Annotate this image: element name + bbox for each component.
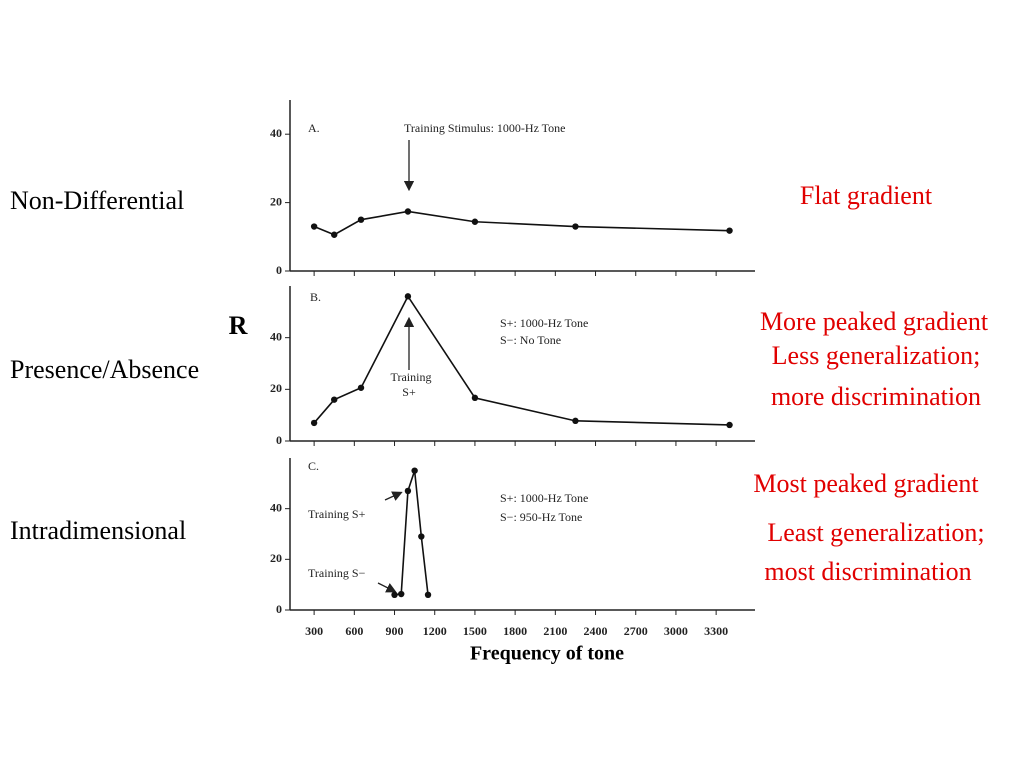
- annotation: C.: [308, 459, 319, 473]
- row-label: Presence/Absence: [10, 355, 199, 384]
- series-line: [394, 470, 429, 596]
- x-tick-label: 2100: [543, 624, 567, 638]
- arrows: [377, 140, 415, 593]
- note: More peaked gradient: [760, 307, 989, 336]
- data-point: [331, 231, 338, 238]
- note: Most peaked gradient: [753, 469, 979, 498]
- annotation: S+: 1000-Hz Tone: [500, 316, 588, 330]
- y-tick-label: 40: [270, 500, 282, 514]
- data-point: [357, 216, 365, 223]
- data-point: [418, 533, 425, 540]
- data-point: [471, 394, 479, 402]
- y-tick-label: 40: [270, 329, 282, 343]
- data-point: [424, 591, 432, 598]
- data-point: [572, 223, 579, 230]
- y-tick-label: 20: [270, 381, 282, 395]
- annotation: S+: 1000-Hz Tone: [500, 491, 588, 505]
- data-point: [310, 223, 318, 230]
- data-point: [310, 419, 318, 427]
- x-tick-label: 1800: [503, 624, 527, 638]
- annotation: Training S+: [308, 507, 366, 521]
- data-point: [331, 396, 338, 403]
- data-point: [404, 293, 412, 300]
- x-tick-label: 600: [345, 624, 363, 638]
- data-point: [398, 590, 405, 598]
- annotation: S−: 950-Hz Tone: [500, 510, 582, 524]
- x-tick-label: 2400: [584, 624, 608, 638]
- data-point: [726, 227, 733, 234]
- note: Flat gradient: [800, 181, 933, 210]
- data-point: [471, 218, 479, 225]
- x-axis-label: Frequency of tone: [470, 643, 624, 665]
- row-label: Intradimensional: [10, 516, 186, 545]
- data-point: [404, 487, 412, 495]
- y-tick-label: 0: [276, 602, 282, 616]
- note: Least generalization;: [767, 518, 984, 547]
- y-tick-label: 40: [270, 126, 282, 140]
- x-tick-label: 2700: [624, 624, 648, 638]
- y-tick-label: 0: [276, 433, 282, 447]
- x-tick-label: 900: [386, 624, 404, 638]
- y-tick-label: 20: [270, 194, 282, 208]
- x-tick-label: 3000: [664, 624, 688, 638]
- note: most discrimination: [764, 557, 971, 586]
- note: Less generalization;: [772, 341, 981, 370]
- y-tick-label: 20: [270, 551, 282, 565]
- data-point: [572, 417, 579, 425]
- arrow: [377, 582, 397, 593]
- x-tick-label: 300: [305, 624, 323, 638]
- data-point: [411, 467, 418, 474]
- series-line: [313, 210, 730, 236]
- y-tick-label: 0: [276, 263, 282, 277]
- data-point: [391, 591, 398, 598]
- annotation: Training: [391, 370, 432, 384]
- data-point: [726, 421, 733, 429]
- annotation: S+: [402, 385, 416, 399]
- y-axis-label: R: [229, 311, 248, 340]
- annotation: S−: No Tone: [500, 333, 561, 347]
- note: more discrimination: [771, 382, 981, 411]
- annotation: Training Stimulus: 1000-Hz Tone: [404, 121, 566, 135]
- row-label: Non-Differential: [10, 186, 184, 215]
- annotation: A.: [308, 121, 320, 135]
- x-tick-label: 1200: [423, 624, 447, 638]
- data-point: [357, 384, 365, 391]
- x-tick-label: 1500: [463, 624, 487, 638]
- data-point: [404, 208, 412, 215]
- x-tick-label: 3300: [704, 624, 728, 638]
- arrow: [384, 491, 403, 501]
- annotation: Training S−: [308, 566, 366, 580]
- annotation: B.: [310, 290, 321, 304]
